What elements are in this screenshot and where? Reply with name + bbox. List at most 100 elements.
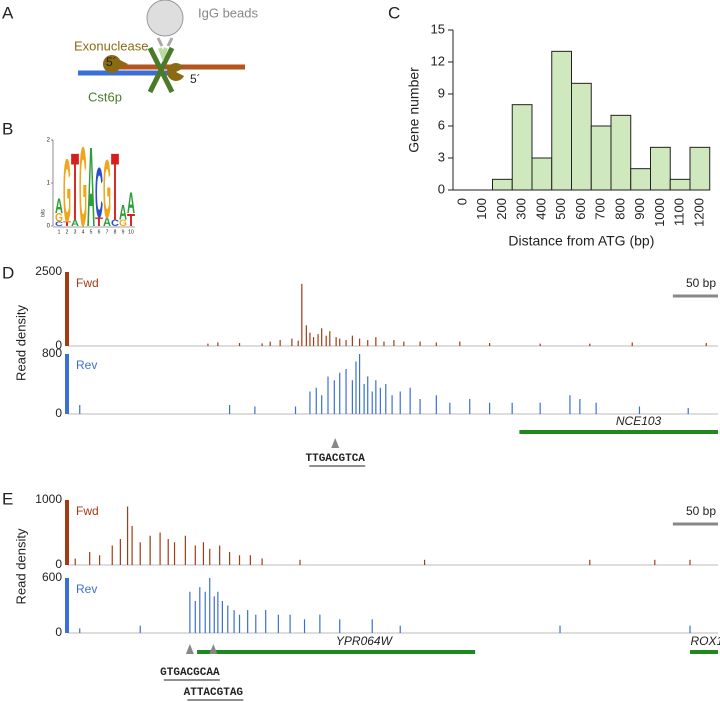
- x-tick-label: 9: [122, 229, 125, 235]
- enzyme-label: Exonuclease: [74, 38, 148, 53]
- gene: [197, 650, 476, 654]
- panel-label: D: [2, 263, 14, 282]
- x-tick-label: 1200: [691, 198, 706, 227]
- bar: [590, 125, 612, 191]
- track-name: Fwd: [76, 504, 99, 518]
- y-tick-label: 600: [42, 570, 62, 584]
- logo-letter: T: [95, 216, 103, 229]
- bar: [511, 104, 533, 191]
- logo-letter: T: [63, 221, 71, 228]
- x-tick-label: 2: [66, 229, 69, 235]
- logo-letter: A: [119, 202, 127, 225]
- panel-label: A: [2, 3, 14, 22]
- logo-letter: A: [103, 216, 111, 229]
- logo-letter: G: [55, 212, 63, 225]
- logo-letter: A: [87, 125, 95, 252]
- x-tick-label: 6: [98, 229, 101, 235]
- x-tick-label: 600: [573, 198, 588, 220]
- logo-letter: C: [55, 221, 63, 228]
- y-tick-label: 0: [55, 557, 62, 571]
- track-axis: [65, 272, 69, 346]
- track-name: Rev: [76, 358, 97, 372]
- protein-label: Cst6p: [88, 89, 122, 104]
- logo-letter: T: [127, 211, 135, 231]
- y-tick-label: 0: [55, 625, 62, 639]
- bar: [610, 114, 632, 191]
- motif-arrow: [209, 644, 218, 654]
- scale-bar-label: 50 bp: [686, 276, 716, 290]
- y-tick-label: 3: [438, 149, 445, 164]
- x-tick-label: 1: [58, 229, 61, 235]
- bar: [630, 168, 651, 191]
- gene-name: ROX1: [690, 634, 720, 648]
- track-axis: [65, 354, 69, 414]
- y-tick-label: 1000: [35, 492, 62, 506]
- y-tick-label: 9: [438, 85, 445, 100]
- x-tick-label: 900: [632, 198, 647, 220]
- logo-letter: A: [127, 186, 135, 220]
- gene: [690, 650, 718, 654]
- x-tick-label: 0: [454, 198, 469, 205]
- bar: [551, 50, 572, 191]
- motif-label: TTGACGTCA: [306, 453, 366, 465]
- bar: [669, 178, 691, 191]
- y-axis-label: Read density: [13, 305, 28, 381]
- y-axis-label: bits: [40, 209, 46, 217]
- x-tick-label: 400: [533, 198, 548, 220]
- x-tick-label: 8: [114, 229, 117, 235]
- exonuclease: [102, 55, 128, 73]
- bead: [146, 0, 184, 37]
- logo-letter: G: [63, 140, 71, 241]
- end-label: 5´: [190, 72, 201, 86]
- bar: [689, 146, 711, 191]
- track-name: Fwd: [76, 276, 99, 290]
- bar: [571, 82, 592, 191]
- gene: [519, 430, 718, 434]
- x-tick-label: 800: [612, 198, 627, 220]
- logo-letter: T: [71, 135, 79, 240]
- logo-letter: G: [119, 218, 127, 228]
- y-tick-label: 800: [42, 346, 62, 360]
- y-tick-label: 15: [431, 21, 445, 36]
- motif-arrow: [185, 644, 194, 654]
- gene-name: NCE103: [616, 414, 662, 428]
- protein-tag: [158, 47, 168, 62]
- y-tick-label: 0: [55, 406, 62, 420]
- y-axis-label: Gene number: [406, 67, 422, 153]
- x-tick-label: 100: [474, 198, 489, 220]
- bar: [492, 178, 513, 191]
- protein: [147, 46, 175, 94]
- x-tick-label: 5: [90, 229, 93, 235]
- panel-label: E: [2, 489, 13, 508]
- logo-letter: G: [79, 125, 87, 252]
- x-tick-label: 7: [106, 229, 109, 235]
- x-tick-label: 700: [593, 198, 608, 220]
- motif-label: ATTACGTAG: [184, 687, 244, 699]
- x-tick-label: 500: [553, 198, 568, 220]
- exonuclease: [166, 62, 184, 81]
- y-tick-label: 6: [438, 117, 445, 132]
- track-axis: [65, 578, 69, 633]
- x-tick-label: 200: [494, 198, 509, 220]
- x-tick-label: 10: [128, 229, 134, 235]
- y-tick-label: 12: [431, 53, 445, 68]
- y-tick-label: 0: [55, 338, 62, 352]
- logo-letter: A: [55, 195, 63, 218]
- logo-letter: C: [95, 153, 103, 233]
- panel-label: C: [388, 3, 400, 22]
- antibody: [156, 37, 174, 47]
- x-axis-label: Distance from ATG (bp): [508, 233, 654, 249]
- x-tick-label: 3: [74, 229, 77, 235]
- y-tick-label: 2: [47, 138, 51, 144]
- motif-arrow: [331, 438, 340, 448]
- scale-bar-label: 50 bp: [686, 504, 716, 518]
- x-tick-label: 1100: [672, 198, 687, 226]
- x-tick-label: 4: [82, 229, 85, 235]
- y-tick-label: 2500: [35, 264, 62, 278]
- logo-letter: A: [71, 218, 79, 228]
- panel-label: B: [2, 119, 13, 138]
- bead-label: IgG beads: [198, 5, 258, 20]
- motif-label: GTGACGCAA: [160, 667, 220, 679]
- logo-letter: C: [111, 218, 119, 228]
